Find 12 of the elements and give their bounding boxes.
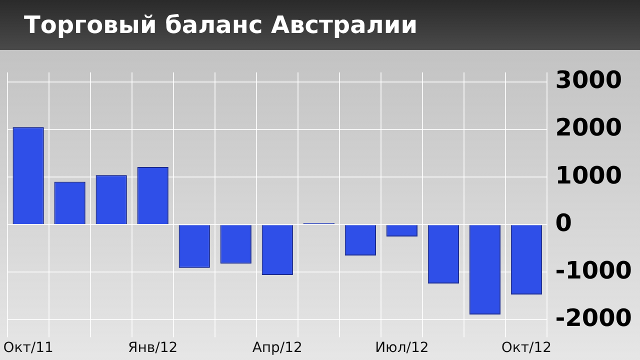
y-tick-label: 2000 — [555, 114, 622, 142]
x-tick-label: Янв/12 — [128, 340, 178, 356]
y-tick-label: 1000 — [555, 161, 622, 190]
x-tick-label: Окт/11 — [3, 340, 54, 356]
x-tick-label: Окт/12 — [501, 340, 552, 356]
y-tick-label: -1000 — [555, 256, 632, 284]
y-tick-label: 0 — [555, 208, 572, 237]
chart-title: Торговый баланс Австралии — [23, 11, 418, 39]
x-tick-label: Апр/12 — [252, 340, 302, 356]
y-tick-label: 3000 — [555, 66, 622, 94]
y-tick-label: -2000 — [555, 304, 632, 332]
x-tick-label: Июл/12 — [375, 340, 429, 356]
